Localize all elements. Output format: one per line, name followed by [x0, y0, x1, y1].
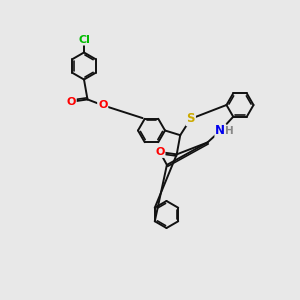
Text: O: O — [155, 147, 165, 157]
Text: Cl: Cl — [78, 34, 90, 45]
Text: N: N — [215, 124, 225, 137]
Text: H: H — [225, 126, 234, 136]
Text: O: O — [66, 97, 76, 107]
Text: O: O — [98, 100, 107, 110]
Text: S: S — [187, 112, 195, 125]
